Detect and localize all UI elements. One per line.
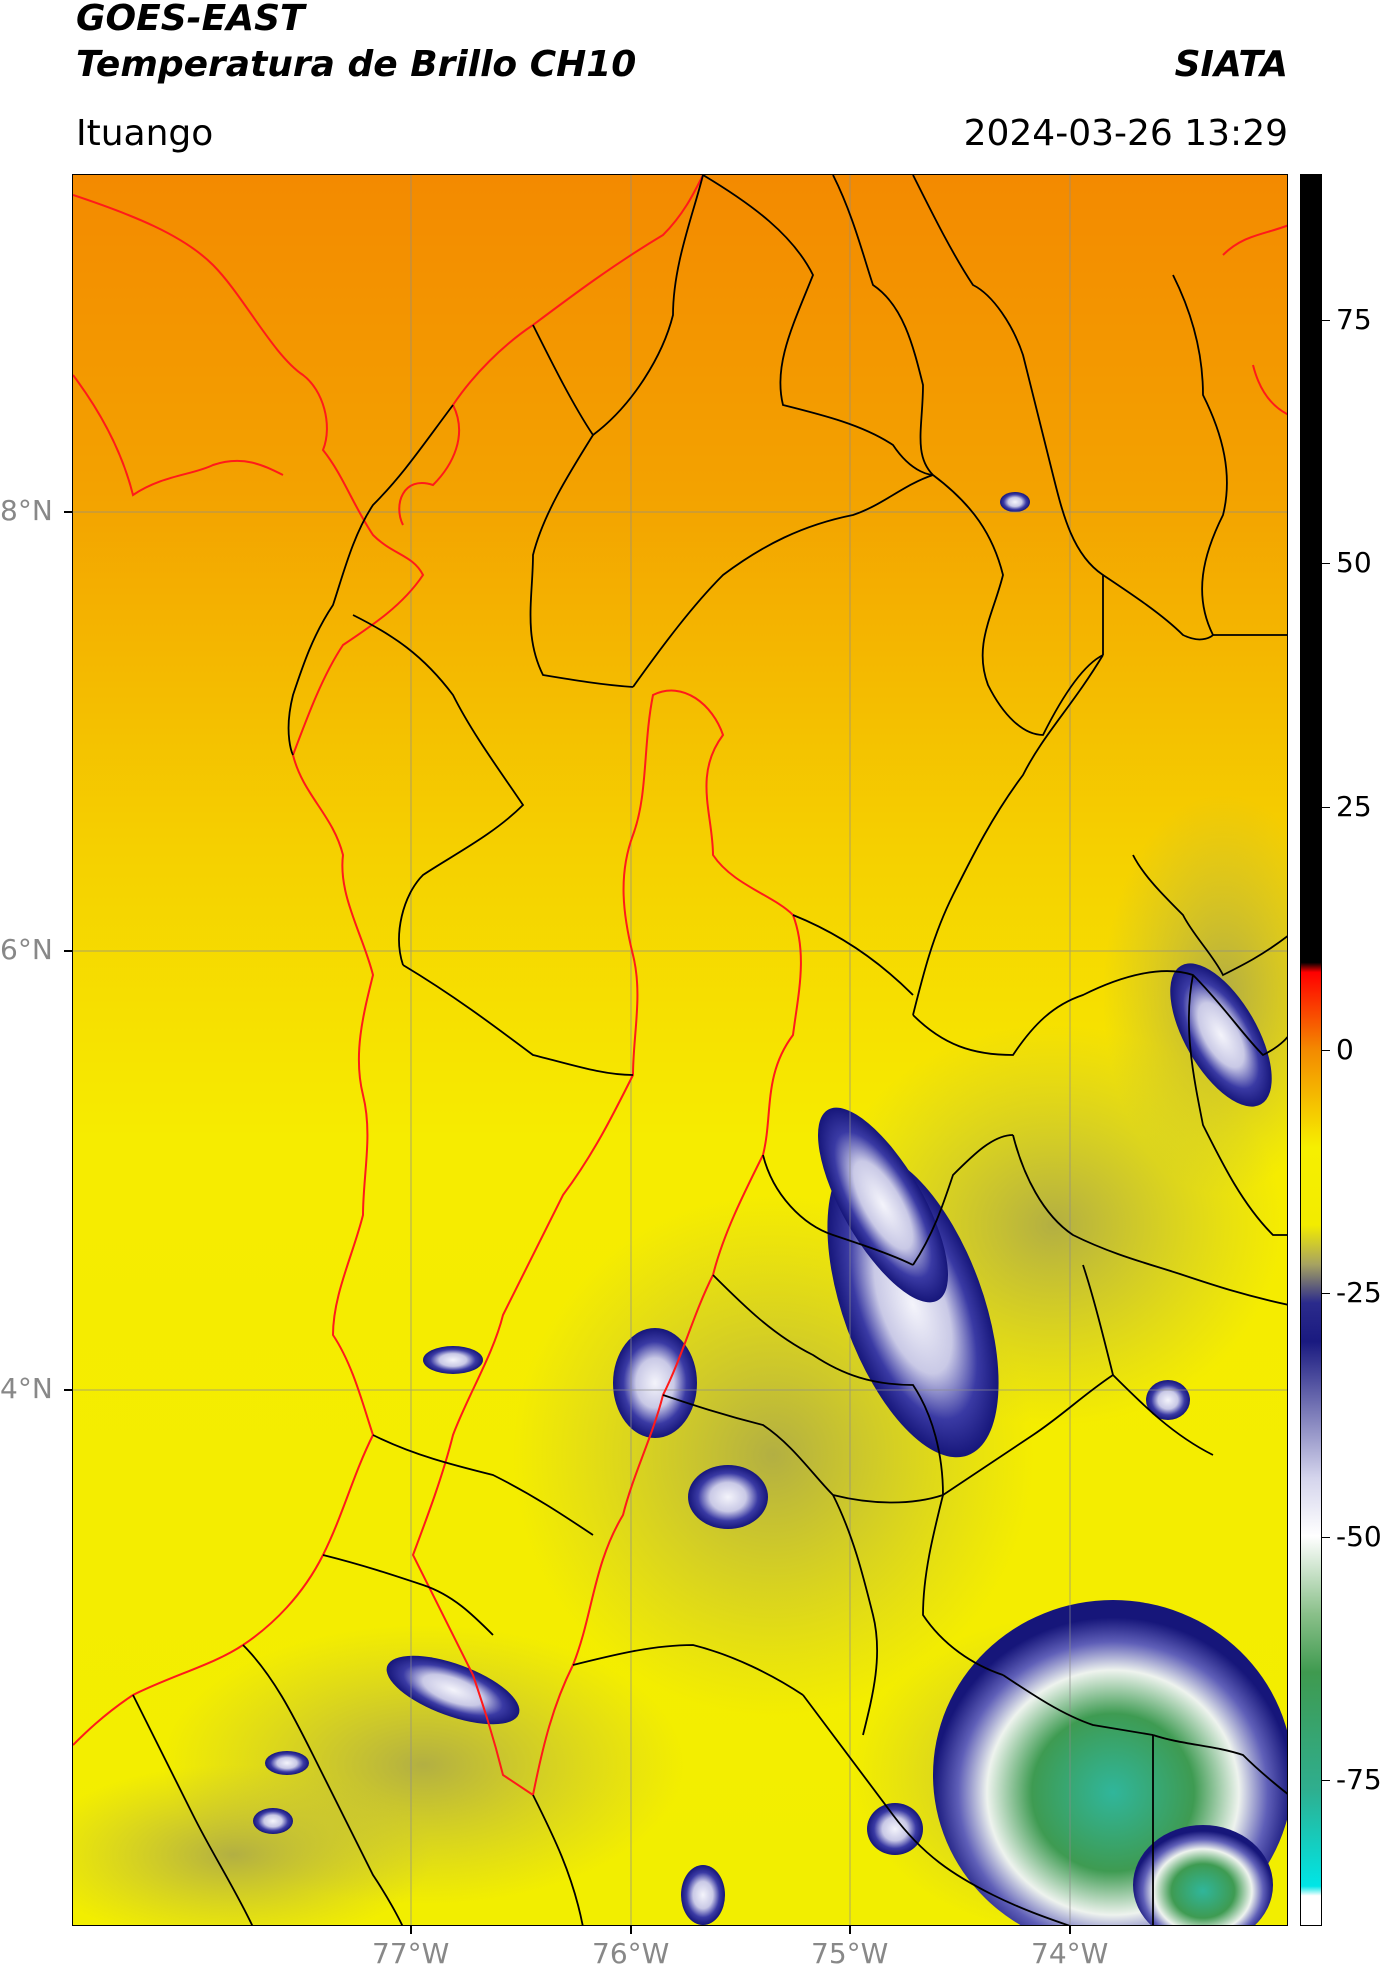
lon-tick: [410, 1926, 412, 1934]
lon-tick: [849, 1926, 851, 1934]
colorbar-tick: [1322, 1050, 1330, 1051]
colorbar-tick-label: -25: [1336, 1276, 1382, 1310]
lon-label-74w: 74°W: [1031, 1937, 1109, 1970]
lat-tick: [64, 950, 72, 952]
lon-tick: [1069, 1926, 1071, 1934]
lat-label-8n: 8°N: [0, 494, 53, 527]
coastline: [73, 175, 1287, 1797]
colorbar-tick: [1322, 1780, 1330, 1781]
graticule: [73, 175, 1287, 1925]
colorbar-tick-label: 75: [1336, 303, 1372, 336]
admin-boundaries: [132, 175, 1287, 1925]
lat-label-6n: 6°N: [0, 933, 53, 966]
colorbar-tick: [1322, 1536, 1330, 1538]
colorbar-tick: [1322, 320, 1330, 321]
colorbar-tick: [1322, 563, 1330, 565]
chart-title: GOES-EAST: [76, 0, 305, 39]
lat-tick: [64, 511, 72, 513]
chart-subtitle: Temperatura de Brillo CH10: [76, 44, 637, 85]
colorbar-tick: [1322, 806, 1330, 808]
location-label: Ituango: [76, 113, 214, 154]
lon-tick: [630, 1926, 632, 1934]
map-area[interactable]: [72, 174, 1288, 1926]
colorbar-tick: [1322, 1293, 1330, 1295]
lon-label-77w: 77°W: [372, 1937, 450, 1970]
colorbar-tick-label: -50: [1336, 1519, 1382, 1553]
colorbar: [1300, 174, 1322, 1926]
colorbar-tick-label: 50: [1336, 546, 1372, 580]
lon-label-76w: 76°W: [592, 1937, 670, 1970]
lon-label-75w: 75°W: [811, 1937, 889, 1970]
timestamp-label: 2024-03-26 13:29: [963, 113, 1288, 154]
lat-label-4n: 4°N: [0, 1372, 53, 1405]
colorbar-tick-label: 0: [1336, 1033, 1354, 1066]
lat-tick: [64, 1389, 72, 1391]
map-canvas: [73, 175, 1287, 1925]
colorbar-tick-label: 25: [1336, 789, 1372, 823]
organization-label: SIATA: [1174, 44, 1288, 85]
colorbar-tick-label: -75: [1336, 1763, 1382, 1796]
